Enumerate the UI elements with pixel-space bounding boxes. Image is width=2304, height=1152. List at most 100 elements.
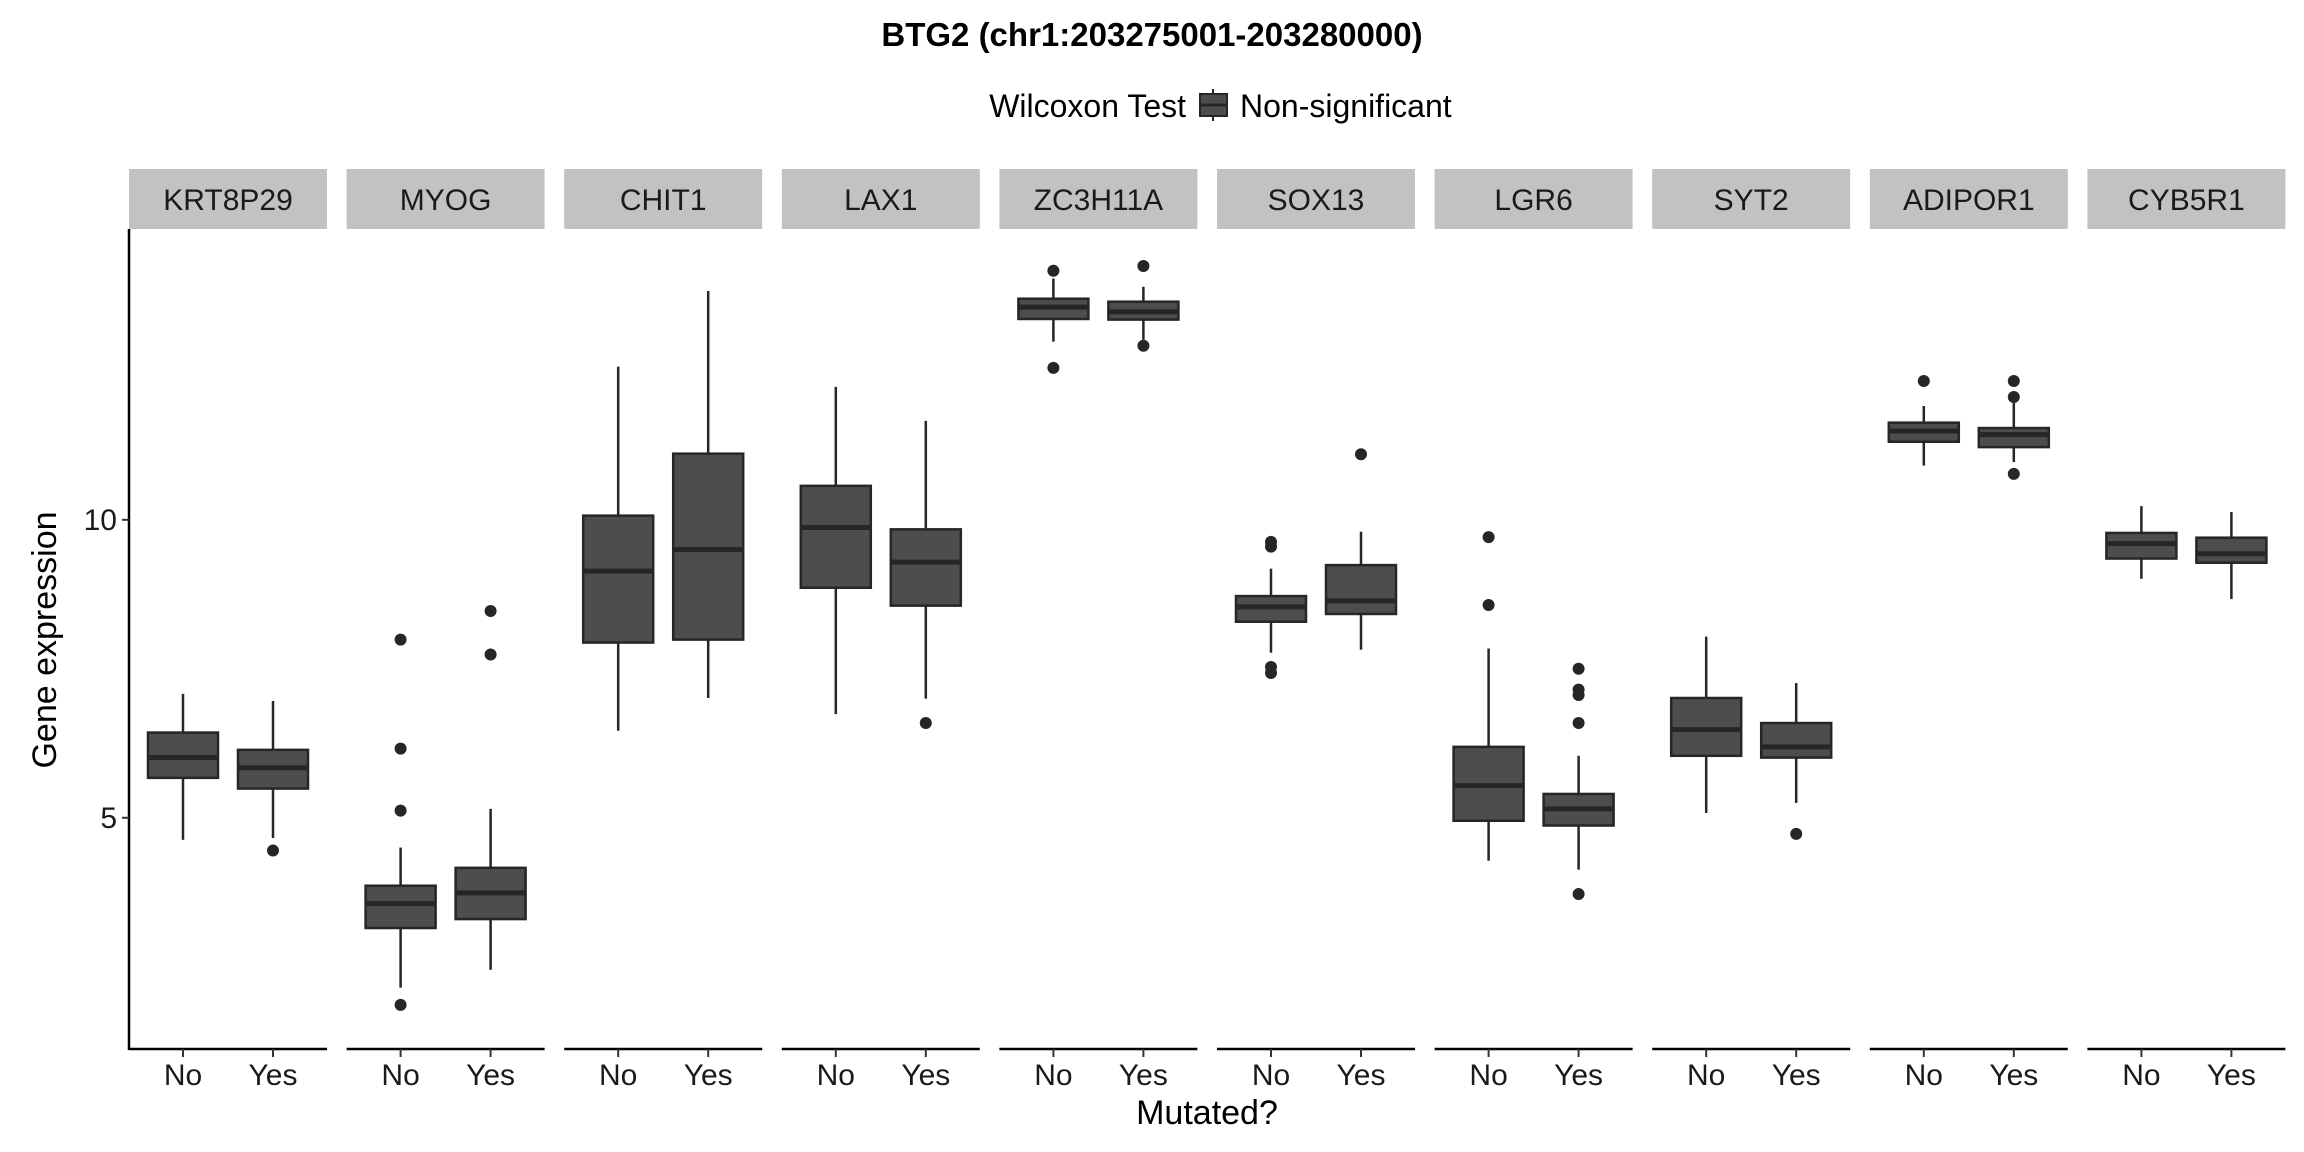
outlier-point bbox=[1572, 717, 1585, 730]
x-tick-label: No bbox=[1469, 1059, 1507, 1092]
facet-strip-label: ZC3H11A bbox=[1034, 184, 1164, 217]
facet-strip bbox=[1869, 169, 2068, 229]
box-no bbox=[1887, 374, 1961, 466]
x-tick-label: No bbox=[599, 1059, 637, 1092]
box-iqr bbox=[1977, 426, 2051, 449]
box-iqr bbox=[1669, 696, 1743, 758]
facet-strip-label: SOX13 bbox=[1268, 184, 1365, 217]
facet-strip-label: CYB5R1 bbox=[2128, 184, 2245, 217]
outlier-point bbox=[1572, 888, 1585, 901]
outlier-point bbox=[1790, 827, 1803, 840]
outlier-point bbox=[2007, 374, 2020, 387]
outlier-point bbox=[1572, 689, 1585, 702]
facet-strip-label: CHIT1 bbox=[620, 184, 707, 217]
x-tick-label: No bbox=[164, 1059, 202, 1092]
x-tick-label: No bbox=[1905, 1059, 1943, 1092]
x-tick-label: No bbox=[1687, 1059, 1725, 1092]
x-tick-label: Yes bbox=[466, 1059, 515, 1092]
facet-panel-syt2: SYT2 No Yes bbox=[1652, 169, 1851, 1092]
box-yes bbox=[1977, 374, 2051, 480]
legend: Wilcoxon Test Non-significant bbox=[989, 88, 1452, 124]
facet-strip-label: SYT2 bbox=[1714, 184, 1789, 217]
box-iqr bbox=[581, 514, 655, 644]
box-iqr bbox=[1759, 721, 1833, 759]
outlier-point bbox=[919, 717, 932, 730]
outlier-point bbox=[1137, 259, 1150, 272]
outlier-point bbox=[1137, 339, 1150, 352]
outlier-point bbox=[484, 648, 497, 661]
outlier-point bbox=[394, 804, 407, 817]
box-yes bbox=[671, 290, 745, 698]
outlier-point bbox=[394, 633, 407, 646]
x-tick-label: No bbox=[381, 1059, 419, 1092]
facet-strip bbox=[2087, 169, 2286, 229]
facet-strip-label: MYOG bbox=[400, 184, 492, 217]
box-no bbox=[1669, 636, 1743, 814]
x-tick-label: Yes bbox=[2207, 1059, 2256, 1092]
outlier-point bbox=[1047, 264, 1060, 277]
x-axis-title: Mutated? bbox=[1136, 1094, 1278, 1132]
facet-strip bbox=[781, 169, 980, 229]
y-tick-label: 10 bbox=[84, 504, 117, 537]
outlier-point bbox=[1265, 666, 1277, 679]
facet-strip bbox=[1434, 169, 1633, 229]
outlier-point bbox=[1482, 531, 1495, 544]
facet-panel-sox13: SOX13 No Yes bbox=[1217, 169, 1415, 1092]
x-tick-label: No bbox=[1034, 1059, 1072, 1092]
outlier-point bbox=[267, 844, 279, 857]
x-tick-label: Yes bbox=[1554, 1059, 1603, 1092]
facet-panel-krt8p29: KRT8P29 No Yes bbox=[129, 169, 327, 1092]
facet-strip bbox=[1652, 169, 1851, 229]
x-tick-label: Yes bbox=[684, 1059, 733, 1092]
outlier-point bbox=[1265, 540, 1277, 553]
box-yes bbox=[1107, 259, 1180, 352]
box-iqr bbox=[671, 452, 745, 641]
facet-panel-lgr6: LGR6 No Yes bbox=[1434, 169, 1633, 1092]
facet-strip bbox=[1217, 169, 1415, 229]
legend-title: Wilcoxon Test bbox=[989, 88, 1186, 124]
box-no bbox=[146, 693, 220, 840]
outlier-point bbox=[1355, 448, 1367, 461]
outlier-point bbox=[1482, 599, 1495, 612]
facet-panel-chit1: CHIT1 No Yes bbox=[564, 169, 763, 1092]
facet-strip-label: LGR6 bbox=[1494, 184, 1572, 217]
x-tick-label: Yes bbox=[1337, 1059, 1386, 1092]
box-no bbox=[1452, 531, 1525, 861]
x-tick-label: Yes bbox=[1989, 1059, 2038, 1092]
box-iqr bbox=[799, 484, 873, 589]
facet-panel-lax1: LAX1 No Yes bbox=[781, 169, 980, 1092]
outlier-point bbox=[2007, 391, 2020, 404]
box-yes bbox=[889, 420, 963, 730]
x-tick-label: Yes bbox=[1772, 1059, 1821, 1092]
outlier-point bbox=[484, 604, 497, 617]
outlier-point bbox=[1917, 374, 1930, 387]
x-tick-label: No bbox=[2122, 1059, 2160, 1092]
x-tick-label: Yes bbox=[249, 1059, 298, 1092]
facet-panel-myog: MYOG No Yes bbox=[346, 169, 545, 1092]
facet-panel-cyb5r1: CYB5R1 No Yes bbox=[2087, 169, 2286, 1092]
facet-strip bbox=[346, 169, 545, 229]
box-yes bbox=[454, 604, 527, 970]
outlier-point bbox=[394, 998, 407, 1011]
box-no bbox=[1017, 264, 1090, 374]
box-yes bbox=[1759, 683, 1833, 840]
box-yes bbox=[236, 700, 310, 857]
y-tick-label: 5 bbox=[100, 802, 117, 835]
facet-strip-label: KRT8P29 bbox=[163, 184, 293, 217]
box-yes bbox=[1542, 662, 1615, 901]
x-tick-label: Yes bbox=[901, 1059, 950, 1092]
y-axis-title: Gene expression bbox=[26, 511, 64, 768]
facet-strip bbox=[564, 169, 763, 229]
legend-key-boxplot-icon bbox=[1199, 89, 1228, 121]
x-tick-label: No bbox=[817, 1059, 855, 1092]
facet-panel-zc3h11a: ZC3H11A No Yes bbox=[999, 169, 1198, 1092]
x-tick-label: No bbox=[1252, 1059, 1290, 1092]
box-no bbox=[364, 633, 437, 1011]
y-axis: 5 10 bbox=[84, 229, 131, 1050]
chart-title: BTG2 (chr1:203275001-203280000) bbox=[881, 16, 1422, 53]
box-iqr bbox=[1324, 563, 1398, 616]
box-iqr bbox=[364, 884, 437, 930]
box-no bbox=[581, 366, 655, 731]
x-tick-label: Yes bbox=[1119, 1059, 1168, 1092]
